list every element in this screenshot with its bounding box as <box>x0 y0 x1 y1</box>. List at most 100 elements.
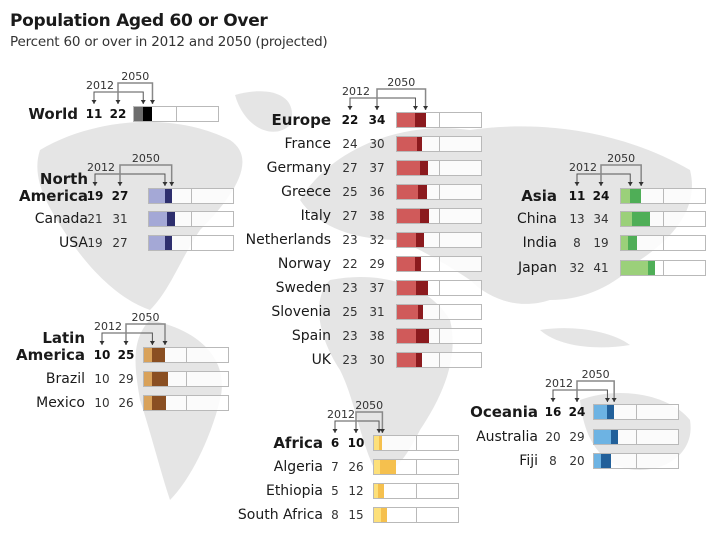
bar-midline <box>176 107 177 121</box>
bar-midline <box>191 189 192 203</box>
bar-fill-2012 <box>374 436 380 450</box>
value-2012: 8 <box>573 236 581 250</box>
value-2050: 12 <box>348 484 364 498</box>
bar-midline <box>191 212 192 226</box>
bar-africa-2 <box>373 483 459 499</box>
region-label: Asia <box>521 187 557 205</box>
value-2050: 31 <box>369 305 385 319</box>
country-label: Italy <box>300 208 331 224</box>
bar-midline <box>439 353 440 367</box>
value-2050: 29 <box>118 372 134 386</box>
value-2012: 8 <box>549 454 557 468</box>
bar-europe-9 <box>396 328 482 344</box>
bar-fill-2012 <box>397 209 420 223</box>
country-label: Canada <box>34 211 88 227</box>
bar-fill-2012 <box>397 137 418 151</box>
bar-midline <box>416 436 417 450</box>
country-label: Mexico <box>36 395 85 411</box>
value-2012: 20 <box>545 430 561 444</box>
bar-midline <box>439 233 440 247</box>
value-2012: 23 <box>342 233 358 247</box>
bar-asia-1 <box>620 211 706 227</box>
bar-midline <box>439 209 440 223</box>
bar-midline <box>186 396 187 410</box>
bar-midline <box>439 137 440 151</box>
map-africa <box>319 276 453 473</box>
bar-fill-2012 <box>397 185 418 199</box>
bar-midline <box>186 348 187 362</box>
bar-europe-4 <box>396 208 482 224</box>
bar-midline <box>663 212 664 226</box>
bar-midline <box>439 161 440 175</box>
country-label: Greece <box>281 184 331 200</box>
country-label: Spain <box>291 328 331 344</box>
bar-fill-2012 <box>621 236 628 250</box>
bar-fill-2012 <box>144 396 153 410</box>
value-2012: 27 <box>342 209 358 223</box>
bar-africa-3 <box>373 507 459 523</box>
value-2050: 32 <box>369 233 385 247</box>
bar-midline <box>439 257 440 271</box>
value-2050: 41 <box>593 261 609 275</box>
region-label: Europe <box>271 111 331 129</box>
bar-midline <box>439 113 440 127</box>
bar-fill-2012 <box>621 212 632 226</box>
value-2012: 22 <box>342 257 358 271</box>
value-2050: 19 <box>593 236 609 250</box>
bar-midline <box>416 508 417 522</box>
bar-midline <box>663 261 664 275</box>
map-north-america <box>37 121 243 311</box>
value-2050: 22 <box>109 107 127 121</box>
country-label: Slovenia <box>271 304 331 320</box>
value-2012: 8 <box>331 508 339 522</box>
value-2050: 24 <box>592 189 610 203</box>
value-2012: 7 <box>331 460 339 474</box>
value-2050: 29 <box>369 257 385 271</box>
bar-europe-8 <box>396 304 482 320</box>
value-2012: 23 <box>342 329 358 343</box>
chart-subtitle: Percent 60 or over in 2012 and 2050 (pro… <box>10 34 328 50</box>
bar-north-america-1 <box>148 211 234 227</box>
bar-fill-2012 <box>397 161 420 175</box>
bar-fill-2012 <box>397 113 416 127</box>
bar-fill-2012 <box>149 189 165 203</box>
bar-fill-2012 <box>397 305 418 319</box>
bar-europe-5 <box>396 232 482 248</box>
bar-midline <box>636 405 637 419</box>
bar-latin-america-0 <box>143 347 229 363</box>
map-greenland <box>235 91 292 132</box>
bar-europe-2 <box>396 160 482 176</box>
value-2012: 32 <box>569 261 585 275</box>
value-2050: 34 <box>368 113 386 127</box>
value-2012: 25 <box>342 185 358 199</box>
bar-midline <box>186 372 187 386</box>
bar-fill-2012 <box>397 233 417 247</box>
bar-world-0 <box>133 106 219 122</box>
chart-title: Population Aged 60 or Over <box>10 11 268 31</box>
bar-asia-0 <box>620 188 706 204</box>
bar-africa-1 <box>373 459 459 475</box>
country-label: Algeria <box>273 459 323 475</box>
bar-midline <box>663 236 664 250</box>
bar-midline <box>636 430 637 444</box>
value-2050: 27 <box>111 189 129 203</box>
bar-europe-1 <box>396 136 482 152</box>
bar-fill-2012 <box>397 281 417 295</box>
bar-midline <box>416 484 417 498</box>
bar-latin-america-2 <box>143 395 229 411</box>
value-2012: 27 <box>342 161 358 175</box>
country-label: Netherlands <box>245 232 331 248</box>
bar-fill-2012 <box>149 236 165 250</box>
bar-europe-6 <box>396 256 482 272</box>
value-2050: 29 <box>569 430 585 444</box>
bar-fill-2012 <box>621 189 631 203</box>
bar-midline <box>439 185 440 199</box>
country-label: Sweden <box>275 280 331 296</box>
bar-midline <box>439 305 440 319</box>
value-2050: 24 <box>568 405 586 419</box>
value-2012: 11 <box>85 107 103 121</box>
bar-europe-3 <box>396 184 482 200</box>
country-label: Germany <box>266 160 331 176</box>
bar-oceania-0 <box>593 404 679 420</box>
value-2050: 30 <box>369 353 385 367</box>
